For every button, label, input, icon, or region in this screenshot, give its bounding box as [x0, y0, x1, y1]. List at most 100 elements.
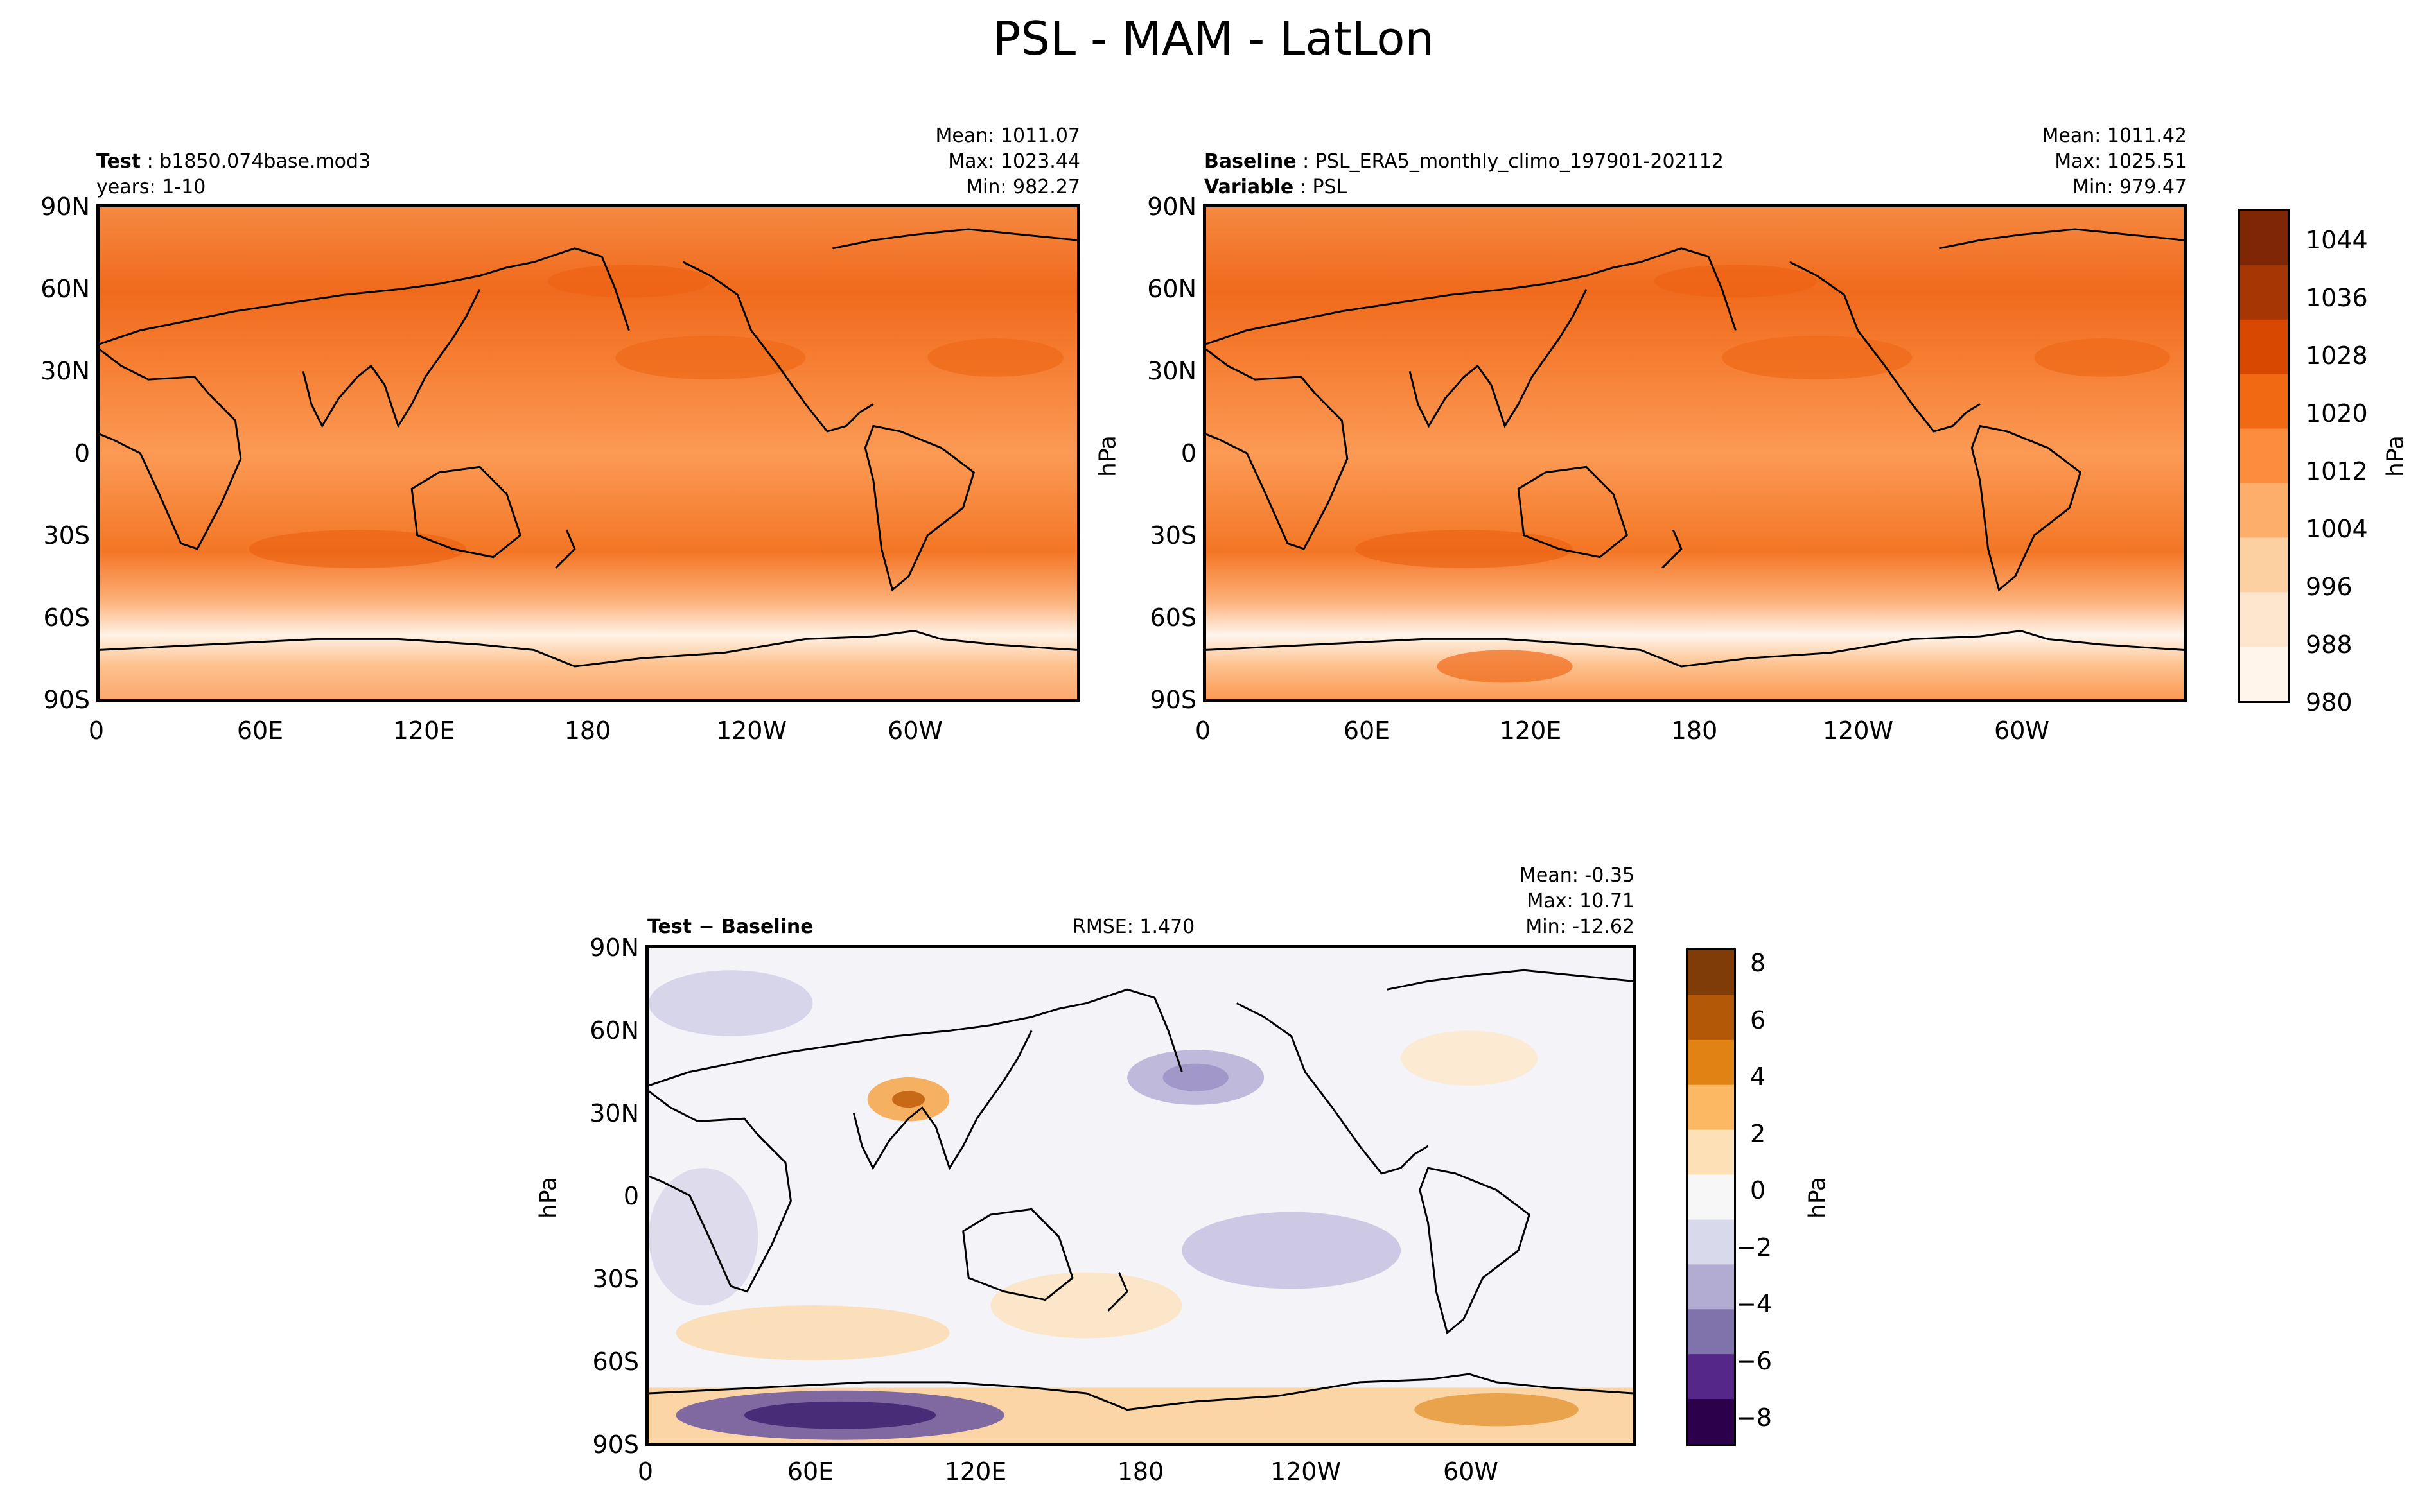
psl-colorbar-band [2240, 483, 2288, 538]
diff-cbar-tick: 4 [1750, 1063, 1766, 1091]
diff-map [645, 945, 1636, 1446]
diff-colorbar-band [1688, 1219, 1734, 1265]
diff-xtick: 120E [944, 1457, 1007, 1486]
diff-xtick: 120W [1270, 1457, 1342, 1486]
baseline-xtick: 60W [1994, 717, 2049, 745]
diff-colorbar-band [1688, 950, 1734, 996]
test-ytick: 90S [43, 686, 90, 714]
diff-xtick: 180 [1117, 1457, 1164, 1486]
psl-colorbar-band [2240, 265, 2288, 320]
diff-colorbar-band [1688, 1129, 1734, 1176]
baseline-label-value: PSL_ERA5_monthly_climo_197901-202112 [1315, 150, 1724, 173]
baseline-ytick: 90S [1150, 686, 1196, 714]
diff-colorbar-band [1688, 1354, 1734, 1400]
baseline-variable: Variable : PSL [1204, 176, 1347, 198]
diff-colorbar-band [1688, 995, 1734, 1041]
diff-xtick: 60W [1443, 1457, 1498, 1486]
diff-colorbar-gradient [1688, 950, 1734, 1444]
baseline-xtick: 120W [1822, 717, 1894, 745]
test-ytick: 30N [40, 357, 90, 385]
test-ytick: 0 [74, 439, 90, 467]
baseline-xtick: 120E [1499, 717, 1562, 745]
test-xtick: 60W [888, 717, 943, 745]
test-label-bold: Test [96, 150, 141, 173]
test-min: Min: 982.27 [966, 176, 1080, 198]
test-years: years: 1-10 [96, 176, 206, 198]
test-max: Max: 1023.44 [948, 150, 1080, 173]
diff-colorbar-band [1688, 1039, 1734, 1086]
diff-colorbar-band [1688, 1309, 1734, 1355]
test-label-value: b1850.074base.mod3 [159, 150, 371, 173]
diff-rmse: RMSE: 1.470 [1073, 916, 1195, 938]
baseline-xtick: 60E [1343, 717, 1390, 745]
psl-cbar-tick: 1020 [2306, 399, 2368, 428]
test-xtick: 120E [392, 717, 455, 745]
diff-max: Max: 10.71 [1527, 890, 1634, 912]
diff-coastlines [649, 969, 1633, 1411]
baseline-ytick: 0 [1180, 439, 1196, 467]
psl-colorbar-band [2240, 428, 2288, 483]
psl-cbar-tick: 1036 [2306, 284, 2368, 312]
test-map [96, 204, 1080, 702]
diff-ytick: 90N [590, 934, 639, 962]
psl-cbar-tick: 980 [2306, 688, 2353, 717]
diff-mean: Mean: -0.35 [1519, 864, 1634, 887]
psl-colorbar-band [2240, 211, 2288, 266]
diff-label: Test − Baseline [647, 914, 814, 940]
baseline-ytick: 90N [1147, 193, 1196, 221]
diff-ytick: 0 [623, 1182, 639, 1210]
test-mean: Mean: 1011.07 [935, 125, 1080, 147]
baseline-label: Baseline : PSL_ERA5_monthly_climo_197901… [1204, 150, 1724, 173]
test-ytick: 90N [40, 193, 90, 221]
test-ytick: 60N [40, 275, 90, 303]
diff-cbar-tick: −6 [1736, 1347, 1773, 1375]
diff-colorbar-band [1688, 1399, 1734, 1444]
psl-colorbar-band [2240, 374, 2288, 430]
psl-cbar-tick: 988 [2306, 630, 2353, 659]
diff-min: Min: -12.62 [1525, 916, 1634, 938]
baseline-variable-bold: Variable [1204, 176, 1294, 198]
baseline-label-bold: Baseline [1204, 150, 1297, 173]
diff-cbar-tick: −4 [1736, 1290, 1773, 1318]
test-coastlines [100, 228, 1077, 668]
diff-ytick: 30N [590, 1099, 639, 1127]
baseline-min: Min: 979.47 [2072, 176, 2187, 198]
diff-ytick: 60N [590, 1016, 639, 1045]
diff-ytick: 60S [592, 1348, 639, 1376]
diff-map-field [649, 948, 1633, 1443]
psl-cbar-tick: 1044 [2306, 226, 2368, 254]
test-ytick: 30S [43, 521, 90, 550]
test-xtick: 120W [715, 717, 787, 745]
baseline-ytick: 30N [1147, 357, 1196, 385]
baseline-xtick: 0 [1195, 717, 1211, 745]
psl-cbar-tick: 1004 [2306, 515, 2368, 543]
test-map-field [100, 207, 1077, 699]
diff-xtick: 60E [787, 1457, 834, 1486]
test-ytick: 60S [43, 604, 90, 632]
test-xtick: 180 [564, 717, 611, 745]
test-label: Test : b1850.074base.mod3 [96, 150, 371, 173]
psl-colorbar-band [2240, 537, 2288, 593]
test-xtick: 0 [88, 717, 105, 745]
diff-colorbar-band [1688, 1264, 1734, 1310]
diff-ytick: 30S [592, 1265, 639, 1293]
baseline-ytick: 30S [1150, 521, 1196, 550]
diff-colorbar [1686, 948, 1736, 1446]
baseline-ytick: 60S [1150, 604, 1196, 632]
diff-cbar-tick: 8 [1750, 949, 1766, 977]
baseline-mean: Mean: 1011.42 [2042, 125, 2187, 147]
diff-cbar-tick: 0 [1750, 1176, 1766, 1204]
baseline-variable-value: PSL [1312, 176, 1347, 198]
diff-cbar-tick: −2 [1736, 1233, 1773, 1262]
psl-colorbar-band [2240, 319, 2288, 375]
baseline-map [1203, 204, 2187, 702]
diff-ytick: 90S [592, 1430, 639, 1459]
psl-colorbar-band [2240, 592, 2288, 647]
baseline-map-field [1206, 207, 2184, 699]
diff-cbar-unit: hPa [1804, 1177, 1831, 1219]
test-xtick: 60E [236, 717, 284, 745]
baseline-xtick: 180 [1670, 717, 1718, 745]
diff-xtick: 0 [637, 1457, 654, 1486]
baseline-max: Max: 1025.51 [2055, 150, 2187, 173]
diff-label-bold: Test − Baseline [647, 916, 814, 938]
